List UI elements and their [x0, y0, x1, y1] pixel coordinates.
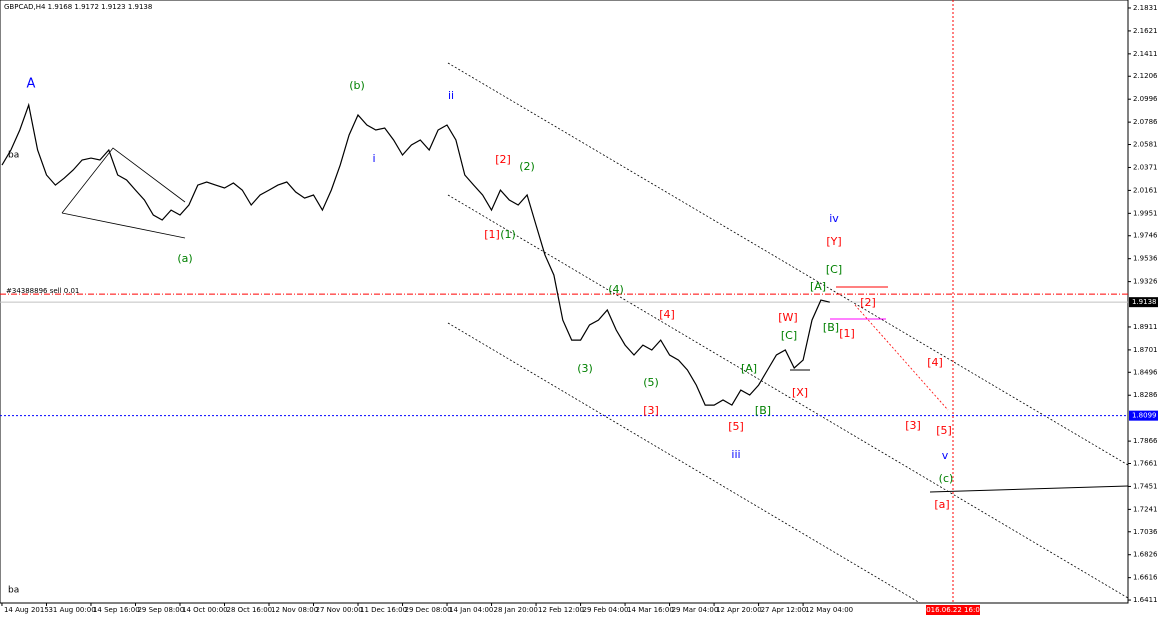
- triangle: [61, 147, 186, 214]
- wave-label: [3]: [905, 419, 921, 432]
- price-label: 1.9138: [1132, 298, 1157, 306]
- y-tick-label: 2.1621: [1133, 27, 1158, 35]
- x-tick-label: 28 Oct 16:00: [226, 606, 272, 614]
- wave-label: [C]: [781, 329, 797, 342]
- wave-label: [Y]: [826, 235, 841, 248]
- x-tick-label: 12 Feb 12:00: [538, 606, 584, 614]
- y-tick-label: 1.8911: [1133, 323, 1158, 331]
- wave-label: (1): [500, 228, 516, 241]
- x-tick-label: 29 Dec 08:00: [405, 606, 452, 614]
- wave-label: (5): [643, 376, 659, 389]
- y-tick-label: 1.7241: [1133, 505, 1158, 513]
- x-tick-label: 12 Nov 08:00: [271, 606, 318, 614]
- y-tick-label: 1.9746: [1133, 232, 1158, 240]
- x-tick-label: 11 Dec 16:00: [360, 606, 407, 614]
- x-tick-label: 14 Aug 2015: [4, 606, 49, 614]
- triangle: [61, 212, 186, 239]
- x-tick-label: 29 Mar 04:00: [672, 606, 719, 614]
- y-tick-label: 2.0161: [1133, 186, 1158, 194]
- wave-label: (b): [349, 79, 365, 92]
- price-tag: [1129, 297, 1158, 308]
- wave-label: [B]: [823, 321, 839, 334]
- wave-label: [A]: [741, 362, 757, 375]
- y-tick-label: 1.6826: [1133, 551, 1158, 559]
- y-tick-label: 2.1831: [1133, 4, 1158, 12]
- wave-label: (3): [577, 362, 593, 375]
- wave-label: [3]: [643, 404, 659, 417]
- x-tick-label: 27 Apr 12:00: [761, 606, 807, 614]
- wave-label: [1]: [484, 228, 500, 241]
- x-tick-label: 14 Jan 04:00: [449, 606, 493, 614]
- wave-label: [5]: [936, 424, 952, 437]
- wave-label: iv: [829, 212, 839, 225]
- y-tick-label: 2.1411: [1133, 50, 1158, 58]
- y-tick-label: 1.7866: [1133, 437, 1158, 445]
- wave-label: [X]: [792, 386, 808, 399]
- y-tick-label: 1.9326: [1133, 278, 1158, 286]
- y-tick-label: 1.6616: [1133, 574, 1158, 582]
- wave-label: (c): [939, 472, 954, 485]
- wave-label: iii: [731, 448, 740, 461]
- wave-label: i: [372, 152, 375, 165]
- y-tick-label: 2.1206: [1133, 72, 1158, 80]
- y-tick-label: 1.8286: [1133, 391, 1158, 399]
- y-tick-label: 1.8496: [1133, 368, 1158, 376]
- x-tick-label: 14 Oct 00:00: [182, 606, 228, 614]
- x-tick-label: 29 Sep 08:00: [137, 606, 184, 614]
- corner-label: ba: [8, 151, 19, 161]
- channel: [447, 62, 1129, 604]
- order-label: #34388896 sell 0.01: [6, 287, 79, 295]
- projection: [854, 304, 949, 411]
- x-tick-label: 28 Jan 20:00: [494, 606, 538, 614]
- wave-label: [A]: [810, 280, 826, 293]
- x-tick-label: 31 Aug 00:00: [48, 606, 95, 614]
- x-tick-label: 29 Feb 04:00: [583, 606, 629, 614]
- wave-label: [1]: [839, 327, 855, 340]
- wave-label: [W]: [778, 311, 797, 324]
- y-tick-label: 1.6411: [1133, 596, 1158, 604]
- wave-label: (a): [177, 252, 192, 265]
- cursor-label: 2016.06.22 16:00: [922, 606, 984, 614]
- x-tick-label: 27 Nov 00:00: [316, 606, 363, 614]
- wave-label: A: [27, 77, 36, 92]
- wave-label: [B]: [755, 404, 771, 417]
- wave-label: ii: [448, 89, 454, 102]
- x-tick-label: 12 May 04:00: [805, 606, 853, 614]
- y-tick-label: 2.0581: [1133, 141, 1158, 149]
- y-tick-label: 2.0996: [1133, 95, 1158, 103]
- x-tick-label: 14 Mar 16:00: [627, 606, 674, 614]
- wave-label: [2]: [860, 296, 876, 309]
- price-line: [1, 102, 830, 406]
- corner-label: ba: [8, 586, 19, 596]
- y-tick-label: 1.8701: [1133, 346, 1158, 354]
- wave-label: [a]: [934, 498, 949, 511]
- wave-label: (4): [608, 283, 624, 296]
- price-tag: [1129, 410, 1158, 421]
- y-tick-label: 2.0371: [1133, 163, 1158, 171]
- plot-frame: [0, 0, 1129, 604]
- y-tick-label: 1.7661: [1133, 460, 1158, 468]
- wave-label: v: [942, 449, 949, 462]
- x-tick-label: 14 Sep 16:00: [93, 606, 140, 614]
- x-tick-label: 12 Apr 20:00: [716, 606, 762, 614]
- y-tick-label: 1.9951: [1133, 209, 1158, 217]
- wave-label: [5]: [728, 420, 744, 433]
- y-tick-label: 1.7036: [1133, 528, 1158, 536]
- cursor-tag: [926, 605, 980, 615]
- wave-label: [C]: [826, 263, 842, 276]
- channel-line: [447, 322, 921, 604]
- trend-line: [929, 485, 1129, 493]
- wave-label: [4]: [659, 308, 675, 321]
- price-label: 1.8099: [1132, 412, 1157, 420]
- wave-label: [2]: [495, 153, 511, 166]
- y-tick-label: 1.9536: [1133, 255, 1158, 263]
- y-tick-label: 2.0786: [1133, 118, 1158, 126]
- wave-label: (2): [519, 160, 535, 173]
- y-tick-label: 1.7451: [1133, 482, 1158, 490]
- chart-title: GBPCAD,H4 1.9168 1.9172 1.9123 1.9138: [4, 3, 152, 11]
- wave-label: [4]: [927, 356, 943, 369]
